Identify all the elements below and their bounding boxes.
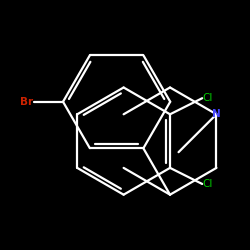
Text: Cl: Cl bbox=[202, 179, 212, 189]
Text: Br: Br bbox=[20, 97, 34, 107]
Text: Cl: Cl bbox=[202, 93, 212, 103]
Text: N: N bbox=[212, 109, 221, 119]
